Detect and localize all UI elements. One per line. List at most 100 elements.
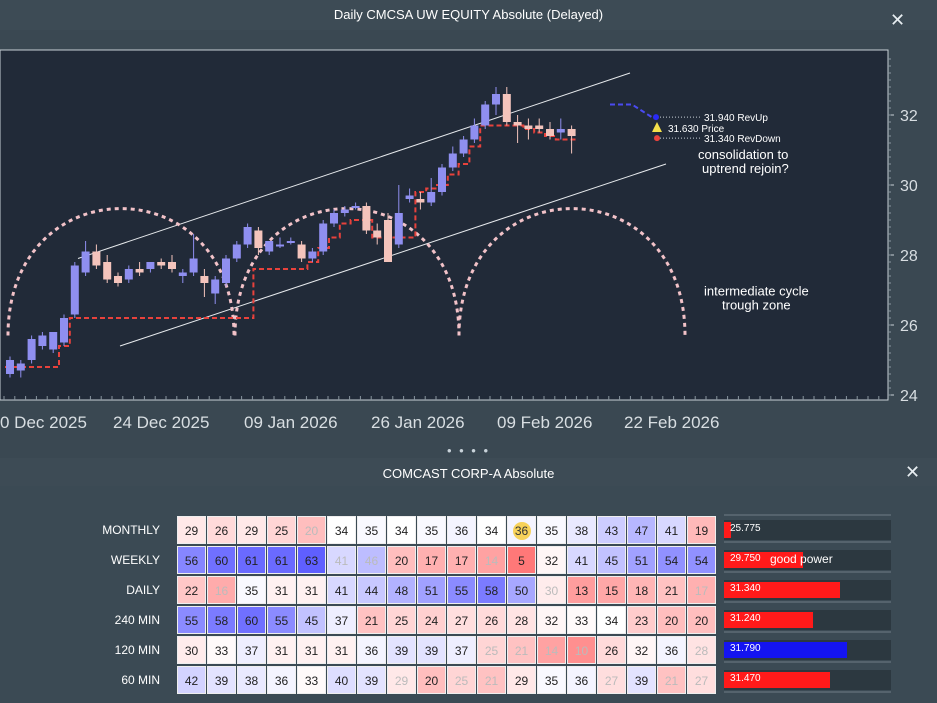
strength-cell: 16 [207,576,236,604]
chart-titlebar: Daily CMCSA UW EQUITY Absolute (Delayed)… [0,0,937,30]
close-icon[interactable]: ✕ [890,10,906,30]
close-icon[interactable]: ✕ [905,462,921,482]
strength-cell: 20 [687,606,716,634]
strength-cell: 27 [597,666,626,694]
candle [222,258,230,283]
strength-cell: 43 [597,516,626,544]
y-tick-label: 30 [900,178,918,195]
candle [286,241,295,243]
candle [513,122,522,126]
strength-cell: 36 [357,636,386,664]
x-tick-label: 26 Jan 2026 [371,413,465,432]
x-tick-label: 0 Dec 2025 [0,413,87,432]
strength-bar-value: 25.775 [730,523,761,534]
strength-cell: 44 [357,576,386,604]
strength-cell: 28 [687,636,716,664]
strength-bar-value: 31.240 [730,613,761,624]
strength-bar: 31.790 [724,640,891,660]
strength-cell: 17 [687,576,716,604]
strength-cell: 36 [267,666,296,694]
strength-cell: 31 [297,576,326,604]
candle [330,213,338,224]
strength-cell: 35 [417,516,446,544]
strength-cell: 34 [477,516,506,544]
candle [502,94,511,122]
strength-bar: 25.775 [724,520,891,540]
candle [276,244,284,247]
row-label-daily: DAILY [126,583,160,597]
strength-cell: 35 [237,576,266,604]
strength-bar-fill [724,672,830,688]
candle [49,332,58,350]
row-label-monthly: MONTHLY [102,523,160,537]
strength-cell: 39 [417,636,446,664]
strength-cell: 27 [687,666,716,694]
strength-bar-fill [724,612,813,628]
strength-cell: 32 [627,636,656,664]
strength-cell: 25 [447,666,476,694]
candle [60,318,68,343]
candle [135,269,144,273]
candle [6,360,14,374]
strength-cell: 28 [507,606,536,634]
highlight-marker: 36 [512,522,531,540]
strength-cell: 45 [297,606,326,634]
plot-area [0,49,889,401]
x-tick-label: 22 Feb 2026 [624,413,719,432]
chart-annotation: 31.630 Price [668,124,725,135]
strength-cell: 29 [237,516,266,544]
strength-cell: 21 [477,666,506,694]
strength-panel-title: COMCAST CORP-A Absolute [382,466,555,481]
panel-resize-handle[interactable]: • • • • [446,443,491,458]
strength-cell: 27 [447,606,476,634]
chart-annotation: 31.340 RevDown [704,134,781,145]
strength-cell: 54 [687,546,716,574]
candle [297,244,306,259]
strength-cell: 29 [177,516,206,544]
chart-title: Daily CMCSA UW EQUITY Absolute (Delayed) [333,7,604,22]
strength-cell: 35 [537,666,566,694]
strength-cell: 37 [447,636,476,664]
row-label-weekly: WEEKLY [110,553,160,567]
candle [546,129,554,136]
strength-cell: 20 [657,606,686,634]
strength-cell: 31 [267,636,296,664]
candle [265,241,274,252]
strength-cell: 35 [357,516,386,544]
strength-cell: 31 [267,576,296,604]
channel-upper-line [77,72,631,259]
y-tick-label: 24 [900,388,918,405]
strength-cell: 37 [327,606,356,634]
strength-cell: 39 [207,666,236,694]
candle [492,94,500,105]
strength-cell: 61 [237,546,266,574]
strength-cell: 60 [207,546,236,574]
y-tick-label: 26 [900,318,918,335]
strength-cell: 5 [507,546,536,574]
row-label-60-min: 60 MIN [121,673,160,687]
candle [38,335,47,346]
strength-cell: 39 [627,666,656,694]
strength-bar-baseline [724,514,891,516]
strength-cell: 58 [207,606,236,634]
strength-cell: 26 [597,636,626,664]
strength-cell: 31 [297,636,326,664]
candle [535,125,544,129]
strength-cell: 20 [387,546,416,574]
strength-cell: 39 [387,636,416,664]
strength-cell: 13 [567,576,596,604]
strength-bar-fill [724,552,803,568]
strength-cell: 41 [657,516,686,544]
candle [243,227,252,245]
price-marker [652,121,662,132]
channel-lower-line [119,163,667,347]
candle [416,199,425,203]
candle [70,265,79,315]
candle [405,195,414,199]
candle [351,206,360,208]
candle [27,339,36,360]
candle [114,276,122,283]
candle [470,125,479,140]
strength-cell: 37 [237,636,266,664]
strength-cell: 20 [297,516,326,544]
